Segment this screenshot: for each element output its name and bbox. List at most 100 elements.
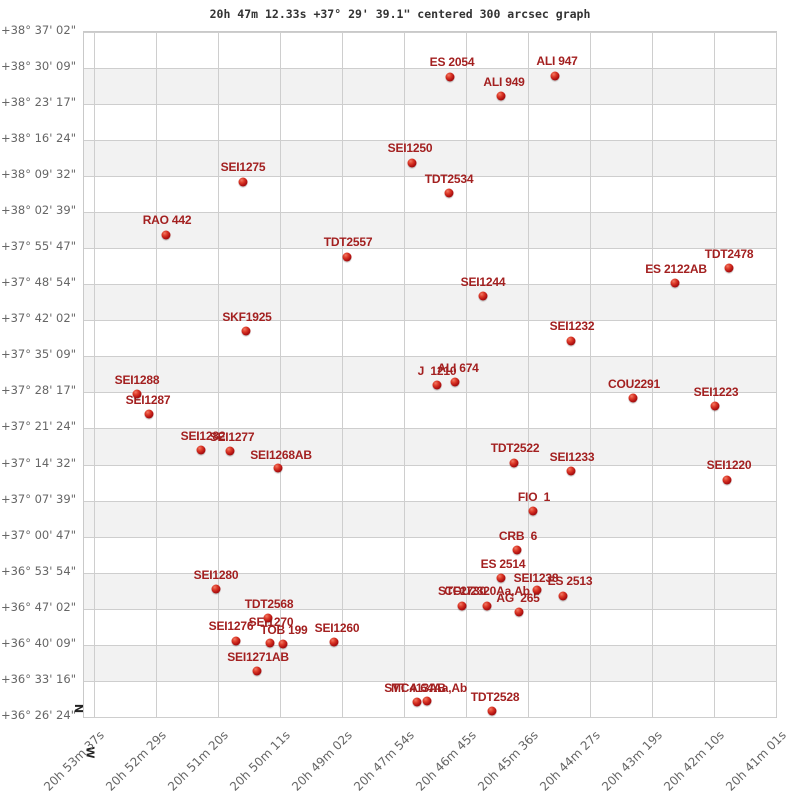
star-point[interactable] [724, 263, 734, 273]
v-gridline [280, 32, 281, 717]
star-label: SEI1238 [513, 571, 559, 585]
v-gridline [94, 32, 95, 717]
star-label: SEI1270 [248, 615, 294, 629]
v-gridline [714, 32, 715, 717]
star-point[interactable] [528, 506, 538, 516]
star-point[interactable] [566, 466, 576, 476]
star-point[interactable] [722, 475, 732, 485]
y-tick-label: +37° 35' 09" [0, 347, 76, 361]
star-point[interactable] [342, 252, 352, 262]
star-point[interactable] [445, 72, 455, 82]
star-label: TDT2568 [244, 597, 294, 611]
y-tick-label: +37° 00' 47" [0, 528, 76, 542]
y-tick-label: +38° 16' 24" [0, 131, 76, 145]
v-gridline [466, 32, 467, 717]
h-gridline [84, 501, 776, 502]
star-point[interactable] [487, 706, 497, 716]
star-point[interactable] [329, 637, 339, 647]
v-gridline [652, 32, 653, 717]
star-point[interactable] [422, 696, 432, 706]
row-stripe [84, 645, 776, 681]
star-point[interactable] [225, 446, 235, 456]
v-gridline [342, 32, 343, 717]
star-point[interactable] [196, 445, 206, 455]
y-tick-label: +36° 47' 02" [0, 600, 76, 614]
y-tick-label: +37° 21' 24" [0, 419, 76, 433]
star-point[interactable] [558, 591, 568, 601]
v-gridline [776, 32, 777, 717]
star-point[interactable] [432, 380, 442, 390]
star-label: TOB 199 [260, 623, 308, 637]
star-point[interactable] [509, 458, 519, 468]
star-point[interactable] [670, 278, 680, 288]
star-label: SEI1271AB [227, 650, 289, 664]
h-gridline [84, 176, 776, 177]
star-point[interactable] [514, 607, 524, 617]
star-label: COU2320Aa,Ab [444, 584, 530, 598]
star-point[interactable] [444, 188, 454, 198]
star-label: TDT2557 [323, 235, 373, 249]
star-point[interactable] [512, 545, 522, 555]
star-point[interactable] [710, 401, 720, 411]
star-label: ES 2514 [480, 557, 526, 571]
star-point[interactable] [532, 585, 542, 595]
star-point[interactable] [496, 573, 506, 583]
star-label: SEI1276 [208, 619, 254, 633]
star-label: ES 2513 [547, 574, 593, 588]
h-gridline [84, 248, 776, 249]
y-tick-label: +37° 48' 54" [0, 275, 76, 289]
star-point[interactable] [241, 326, 251, 336]
y-tick-label: +36° 40' 09" [0, 636, 76, 650]
h-gridline [84, 573, 776, 574]
star-point[interactable] [278, 639, 288, 649]
star-label: SEI1220 [706, 458, 752, 472]
h-gridline [84, 428, 776, 429]
star-label: ALI 947 [536, 54, 578, 68]
star-label: TDT2534 [424, 172, 474, 186]
h-gridline [84, 320, 776, 321]
y-tick-label: +38° 37' 02" [0, 23, 76, 37]
star-label: RAO 442 [142, 213, 192, 227]
star-point[interactable] [132, 389, 142, 399]
star-point[interactable] [566, 336, 576, 346]
star-label: ES 2054 [429, 55, 475, 69]
star-point[interactable] [211, 584, 221, 594]
star-label: CRB 6 [498, 529, 538, 543]
star-point[interactable] [450, 377, 460, 387]
h-gridline [84, 32, 776, 33]
h-gridline [84, 609, 776, 610]
star-point[interactable] [482, 601, 492, 611]
star-label: ALI 949 [483, 75, 525, 89]
star-label: SEI1275 [220, 160, 266, 174]
star-point[interactable] [407, 158, 417, 168]
star-point[interactable] [252, 666, 262, 676]
star-label: SEI1282 [180, 429, 226, 443]
star-point[interactable] [231, 636, 241, 646]
row-stripe [84, 68, 776, 104]
h-gridline [84, 392, 776, 393]
star-label: TDT2522 [490, 441, 540, 455]
star-point[interactable] [412, 697, 422, 707]
star-label: AG 265 [496, 591, 540, 605]
row-stripe [84, 501, 776, 537]
h-gridline [84, 681, 776, 682]
star-point[interactable] [496, 91, 506, 101]
h-gridline [84, 140, 776, 141]
star-point[interactable] [273, 463, 283, 473]
star-point[interactable] [144, 409, 154, 419]
star-point[interactable] [238, 177, 248, 187]
star-label: COU2291 [608, 377, 660, 391]
star-point[interactable] [457, 601, 467, 611]
star-point[interactable] [263, 613, 273, 623]
star-point[interactable] [265, 638, 275, 648]
h-gridline [84, 68, 776, 69]
star-point[interactable] [628, 393, 638, 403]
star-point[interactable] [478, 291, 488, 301]
star-point[interactable] [550, 71, 560, 81]
star-label: ES 2122AB [645, 262, 707, 276]
row-stripe [84, 356, 776, 392]
row-stripe [84, 140, 776, 176]
star-label: SEI1260 [314, 621, 360, 635]
star-point[interactable] [161, 230, 171, 240]
